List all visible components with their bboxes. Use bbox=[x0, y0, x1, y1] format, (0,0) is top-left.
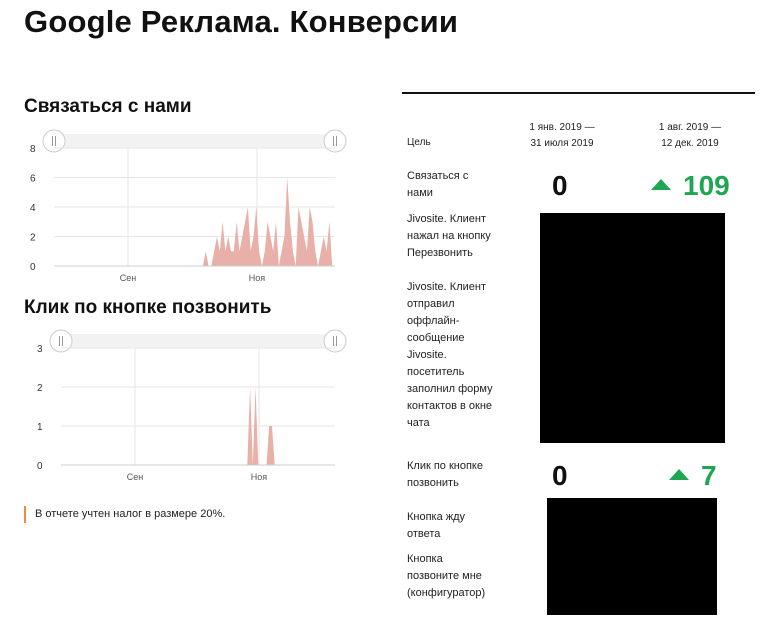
range-slider-right-handle[interactable] bbox=[323, 329, 347, 353]
y-tick-label: 6 bbox=[30, 174, 36, 185]
chart-title-contact-us: Связаться с нами bbox=[24, 96, 192, 117]
up-arrow-icon bbox=[669, 469, 689, 481]
period2-header: 1 авг. 2019 — 12 дек. 2019 bbox=[640, 120, 740, 152]
goal-label-call-click: Клик по кнопке позвонить bbox=[407, 460, 483, 489]
x-tick-label: Ноя bbox=[249, 273, 266, 283]
range-slider-left-handle[interactable] bbox=[42, 129, 66, 153]
series-area bbox=[54, 177, 335, 266]
goal-label-jivo-offline: Jivosite. Клиент отправил оффлайн-сообще… bbox=[407, 281, 486, 344]
goal-label-jivo-callback: Jivosite. Клиент нажал на кнопку Перезво… bbox=[407, 213, 491, 259]
period2-end: 12 дек. 2019 bbox=[661, 138, 719, 149]
range-slider-left-handle[interactable] bbox=[49, 329, 73, 353]
up-arrow-icon bbox=[651, 179, 671, 191]
redacted-block bbox=[540, 213, 725, 443]
value-period2-call-number: 7 bbox=[701, 460, 717, 491]
chart-title-call-click: Клик по кнопке позвонить bbox=[24, 297, 272, 318]
goal-label-jivo-form: Jivosite. посетитель заполнил форму конт… bbox=[407, 349, 493, 429]
y-tick-label: 4 bbox=[30, 203, 36, 214]
page-title: Google Реклама. Конверсии bbox=[24, 4, 459, 39]
period2-start: 1 авг. 2019 — bbox=[658, 122, 722, 133]
x-tick-label: Ноя bbox=[251, 472, 268, 482]
chart-call-click: 0 1 2 3 Сен Ноя bbox=[30, 328, 360, 486]
goal-label-callme-button: Кнопка позвоните мне (конфигуратор) bbox=[407, 553, 486, 599]
table-divider bbox=[402, 92, 755, 94]
chart-contact-us: 0 2 4 6 8 Сен Ноя bbox=[30, 128, 360, 283]
range-slider-right-handle[interactable] bbox=[323, 129, 347, 153]
period1-start: 1 янв. 2019 — bbox=[529, 122, 595, 133]
y-tick-label: 2 bbox=[37, 383, 43, 394]
goal-header: Цель bbox=[407, 137, 431, 148]
tax-note: В отчете учтен налог в размере 20%. bbox=[24, 506, 225, 523]
value-period2-contact: 109 bbox=[651, 170, 730, 202]
goal-label-wait-button: Кнопка жду ответа bbox=[407, 511, 466, 540]
range-slider-track[interactable] bbox=[54, 134, 335, 148]
period1-end: 31 июля 2019 bbox=[530, 138, 594, 149]
range-slider-track[interactable] bbox=[61, 334, 335, 348]
x-tick-label: Сен bbox=[127, 472, 144, 482]
y-tick-label: 0 bbox=[30, 262, 36, 273]
y-tick-label: 2 bbox=[30, 233, 36, 244]
y-tick-label: 8 bbox=[30, 144, 36, 155]
y-tick-label: 1 bbox=[37, 422, 43, 433]
y-tick-label: 0 bbox=[37, 461, 43, 472]
goal-label-contact: Связаться с нами bbox=[407, 170, 469, 199]
value-period1-contact: 0 bbox=[552, 170, 568, 201]
redacted-block bbox=[547, 498, 717, 615]
value-period1-call: 0 bbox=[552, 460, 568, 491]
value-period2-contact-number: 109 bbox=[683, 170, 730, 201]
value-period2-call: 7 bbox=[669, 460, 717, 492]
period1-header: 1 янв. 2019 — 31 июля 2019 bbox=[512, 120, 612, 152]
x-tick-label: Сен bbox=[120, 273, 137, 283]
y-tick-label: 3 bbox=[37, 344, 43, 355]
